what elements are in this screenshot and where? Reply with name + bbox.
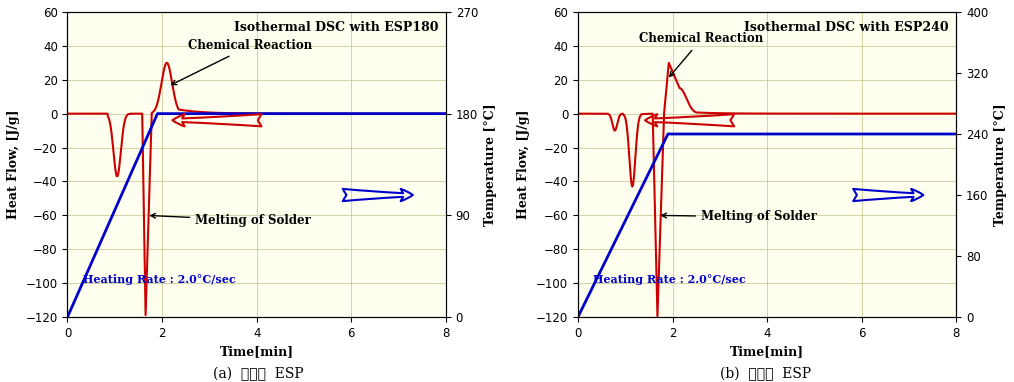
- Text: Isothermal DSC with ESP180: Isothermal DSC with ESP180: [234, 21, 438, 34]
- Y-axis label: Heat Flow, [J/g]: Heat Flow, [J/g]: [517, 110, 530, 219]
- Text: (a)  저온용  ESP: (a) 저온용 ESP: [213, 367, 304, 381]
- Text: (b)  고온용  ESP: (b) 고온용 ESP: [720, 367, 811, 381]
- Text: Melting of Solder: Melting of Solder: [662, 210, 817, 223]
- Text: Heating Rate : 2.0°C/sec: Heating Rate : 2.0°C/sec: [593, 275, 746, 285]
- Text: Heating Rate : 2.0°C/sec: Heating Rate : 2.0°C/sec: [82, 275, 235, 285]
- Y-axis label: Heat Flow, [J/g]: Heat Flow, [J/g]: [7, 110, 20, 219]
- Y-axis label: Temperature [°C]: Temperature [°C]: [484, 103, 497, 226]
- X-axis label: Time[min]: Time[min]: [220, 345, 294, 358]
- Text: Melting of Solder: Melting of Solder: [151, 214, 311, 227]
- Y-axis label: Temperature [°C]: Temperature [°C]: [994, 103, 1007, 226]
- X-axis label: Time[min]: Time[min]: [730, 345, 804, 358]
- Text: Isothermal DSC with ESP240: Isothermal DSC with ESP240: [744, 21, 949, 34]
- Text: Chemical Reaction: Chemical Reaction: [640, 32, 764, 76]
- Text: Chemical Reaction: Chemical Reaction: [171, 39, 312, 85]
